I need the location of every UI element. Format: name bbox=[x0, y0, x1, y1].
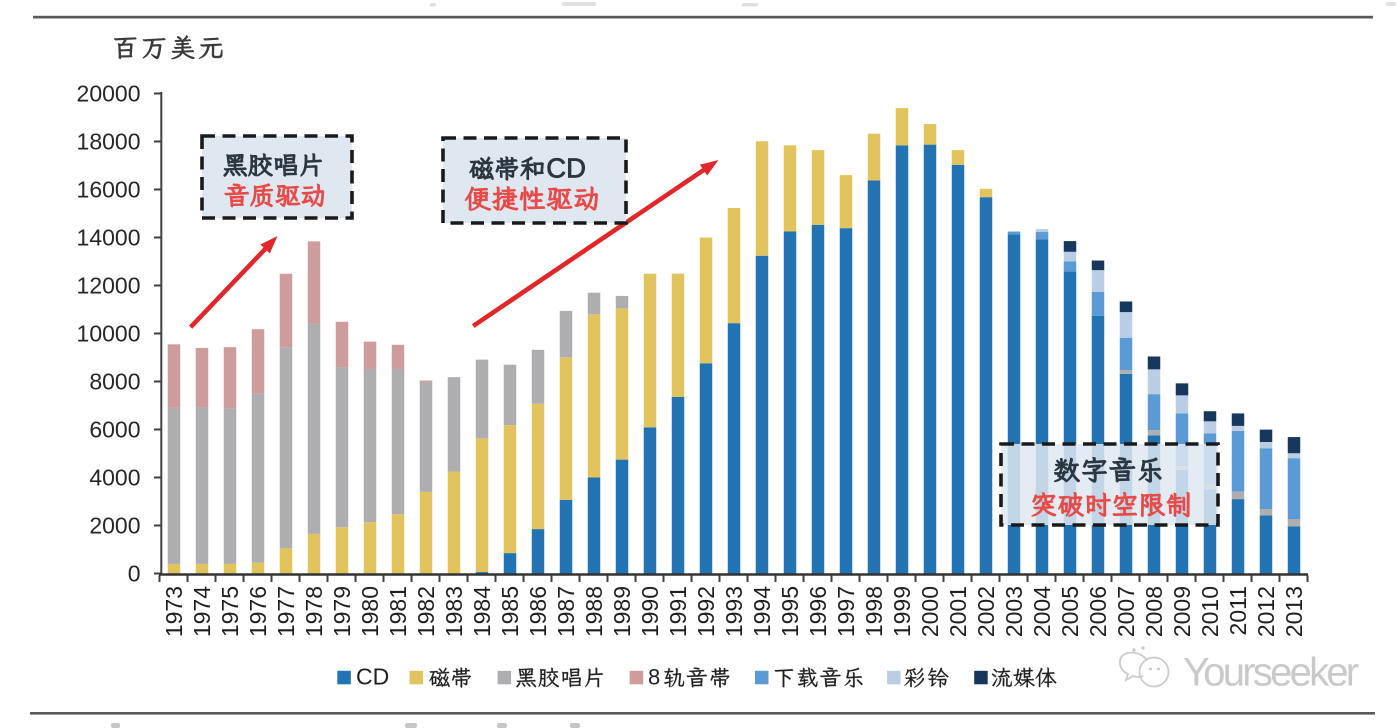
svg-text:16000: 16000 bbox=[77, 177, 141, 203]
svg-text:1987: 1987 bbox=[553, 586, 579, 637]
svg-text:0: 0 bbox=[128, 561, 141, 587]
svg-text:1978: 1978 bbox=[301, 586, 327, 637]
svg-text:2000: 2000 bbox=[917, 586, 943, 637]
svg-text:1984: 1984 bbox=[469, 586, 495, 637]
svg-text:CD: CD bbox=[356, 664, 389, 690]
svg-text:2012: 2012 bbox=[1253, 586, 1279, 637]
svg-text:2000: 2000 bbox=[89, 513, 140, 539]
svg-text:1988: 1988 bbox=[581, 586, 607, 637]
svg-text:1991: 1991 bbox=[665, 586, 691, 637]
svg-text:1995: 1995 bbox=[777, 586, 803, 637]
svg-text:1998: 1998 bbox=[861, 586, 887, 637]
svg-text:20000: 20000 bbox=[77, 81, 141, 107]
svg-text:1973: 1973 bbox=[161, 586, 187, 637]
svg-text:18000: 18000 bbox=[77, 129, 141, 155]
svg-text:1992: 1992 bbox=[693, 586, 719, 637]
svg-text:1974: 1974 bbox=[189, 586, 215, 637]
svg-text:2007: 2007 bbox=[1113, 586, 1139, 637]
svg-text:1989: 1989 bbox=[609, 586, 635, 637]
svg-text:1982: 1982 bbox=[413, 586, 439, 637]
svg-text:1997: 1997 bbox=[833, 586, 859, 637]
svg-text:2013: 2013 bbox=[1281, 586, 1307, 637]
svg-text:2001: 2001 bbox=[945, 586, 971, 637]
svg-text:1975: 1975 bbox=[217, 586, 243, 637]
svg-text:2009: 2009 bbox=[1169, 586, 1195, 637]
svg-text:1983: 1983 bbox=[441, 586, 467, 637]
svg-text:1985: 1985 bbox=[497, 586, 523, 637]
svg-text:6000: 6000 bbox=[89, 417, 140, 443]
svg-text:2006: 2006 bbox=[1085, 586, 1111, 637]
svg-text:2008: 2008 bbox=[1141, 586, 1167, 637]
svg-text:1977: 1977 bbox=[273, 586, 299, 637]
svg-text:1981: 1981 bbox=[385, 586, 411, 637]
svg-text:Yourseeker: Yourseeker bbox=[1183, 651, 1359, 695]
svg-text:1996: 1996 bbox=[805, 586, 831, 637]
svg-text:1980: 1980 bbox=[357, 586, 383, 637]
svg-text:1986: 1986 bbox=[525, 586, 551, 637]
svg-text:14000: 14000 bbox=[77, 225, 141, 251]
svg-text:1976: 1976 bbox=[245, 586, 271, 637]
svg-text:2010: 2010 bbox=[1197, 586, 1223, 637]
svg-text:1979: 1979 bbox=[329, 586, 355, 637]
svg-text:10000: 10000 bbox=[77, 321, 141, 347]
svg-text:1999: 1999 bbox=[889, 586, 915, 637]
svg-text:2004: 2004 bbox=[1029, 586, 1055, 637]
svg-text:2005: 2005 bbox=[1057, 586, 1083, 637]
svg-text:1994: 1994 bbox=[749, 586, 775, 637]
svg-text:CD: CD bbox=[546, 153, 586, 184]
svg-text:2011: 2011 bbox=[1225, 586, 1251, 635]
svg-text:12000: 12000 bbox=[77, 273, 141, 299]
svg-text:2002: 2002 bbox=[973, 586, 999, 637]
svg-text:1990: 1990 bbox=[637, 586, 663, 637]
svg-text:4000: 4000 bbox=[89, 465, 140, 491]
svg-text:8000: 8000 bbox=[89, 369, 140, 395]
svg-text:8: 8 bbox=[648, 665, 660, 690]
svg-text:1993: 1993 bbox=[721, 586, 747, 637]
svg-text:2003: 2003 bbox=[1001, 586, 1027, 637]
